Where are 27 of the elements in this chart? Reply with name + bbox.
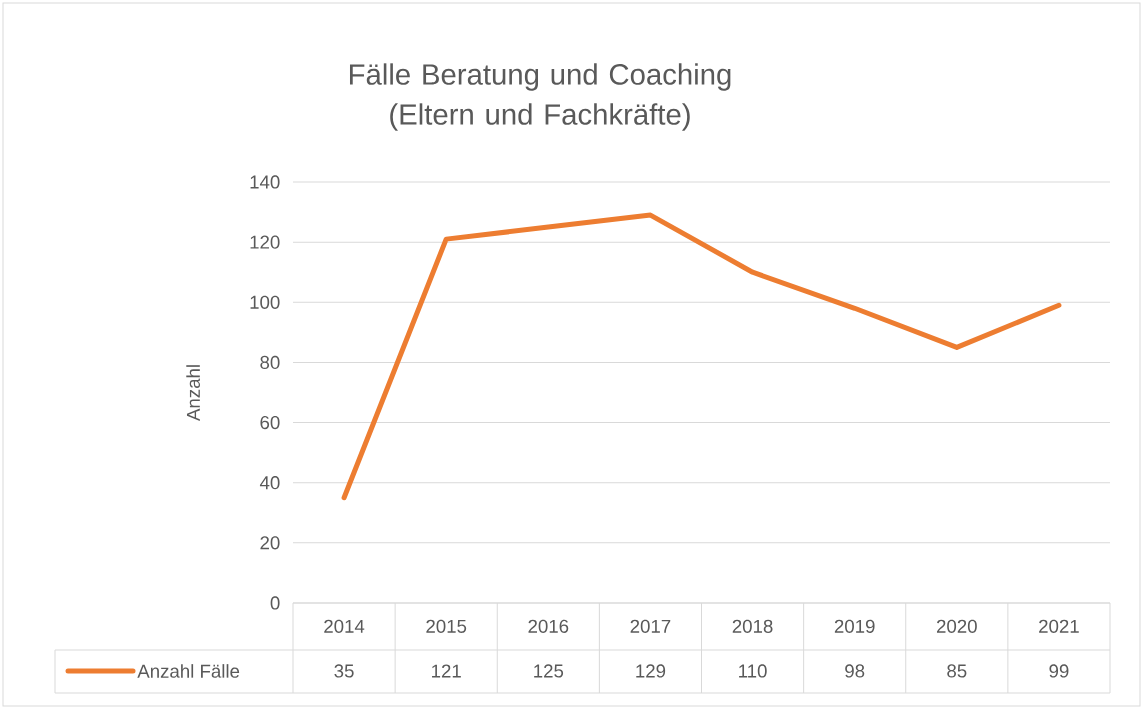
- data-label: 85: [947, 664, 967, 678]
- data-label: 35: [334, 664, 354, 678]
- y-tick-label: 140: [250, 175, 280, 189]
- y-tick-label: 100: [250, 295, 280, 309]
- x-tick-label: 2019: [834, 619, 875, 633]
- x-tick-label: 2020: [936, 619, 977, 633]
- y-axis-title: Anzahl: [186, 365, 200, 421]
- data-label: 99: [1049, 664, 1069, 678]
- x-tick-label: 2015: [426, 619, 467, 633]
- data-label: 121: [432, 664, 461, 678]
- chart-title: Fälle Beratung und Coaching (Eltern und Fachkräfte): [349, 63, 731, 131]
- y-tick-label: 80: [260, 355, 280, 370]
- y-tick-label: 0: [270, 596, 280, 610]
- x-tick-label: 2021: [1039, 619, 1079, 633]
- x-tick-label: 2018: [732, 619, 773, 633]
- y-tick-label: 40: [259, 476, 280, 490]
- data-label: 129: [636, 664, 666, 678]
- legend-label: Anzahl Fälle: [137, 664, 240, 678]
- y-tick-label: 120: [250, 235, 280, 249]
- data-label: 110: [739, 664, 767, 678]
- x-tick-label: 2017: [630, 619, 671, 633]
- data-label: 125: [534, 664, 564, 678]
- y-tick-label: 60: [260, 415, 280, 430]
- x-tick-label: 2016: [528, 619, 569, 633]
- y-tick-label: 20: [260, 536, 280, 550]
- x-tick-label: 2014: [324, 619, 365, 633]
- data-label: 98: [845, 664, 865, 678]
